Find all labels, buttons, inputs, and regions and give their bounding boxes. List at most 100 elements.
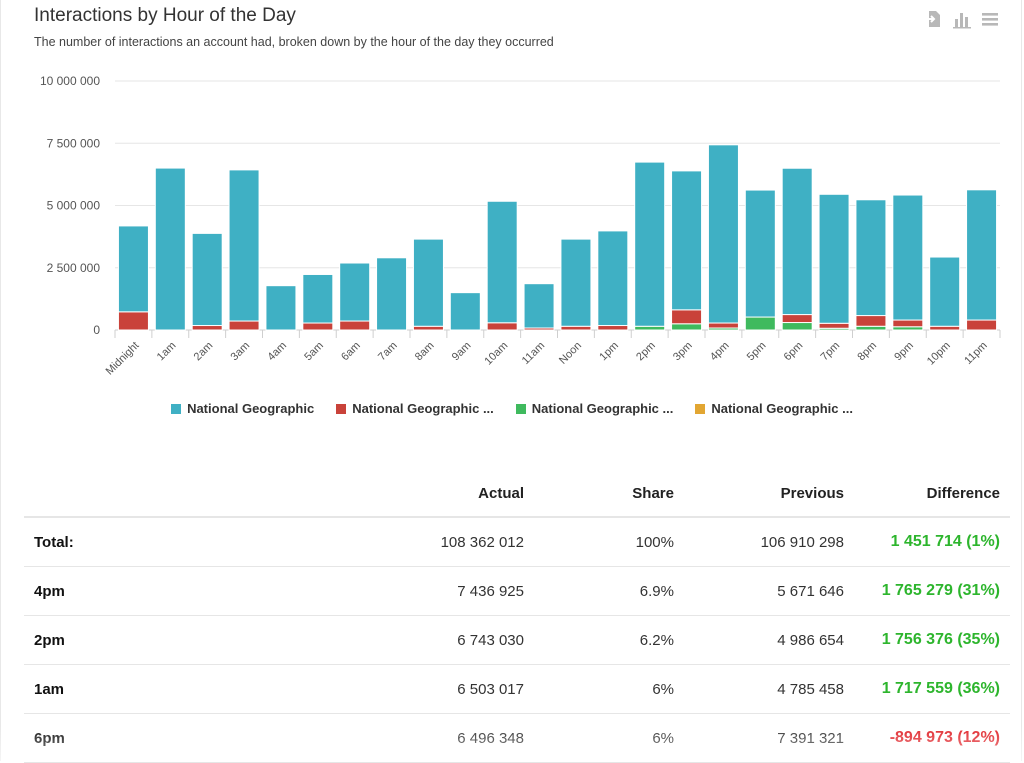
bar-segment: [855, 325, 887, 331]
legend-label: National Geographic ...: [531, 401, 674, 416]
share-cell: 6%: [534, 664, 684, 714]
y-tick-label: 5 000 000: [47, 199, 101, 213]
bar-segment: [560, 325, 592, 331]
menu-icon[interactable]: [980, 9, 1000, 29]
bar-segment: [117, 225, 149, 313]
share-cell: 6%: [534, 713, 684, 763]
bar-segment: [929, 256, 961, 327]
x-tick-label: 7pm: [819, 340, 843, 364]
bar-segment: [744, 189, 776, 318]
bar-segment: [154, 167, 186, 331]
row-label: 6pm: [24, 713, 134, 763]
x-tick-label: 4am: [265, 340, 289, 364]
previous-cell: 7 391 321: [684, 713, 854, 763]
chart-title: Interactions by Hour of the Day: [34, 5, 296, 26]
bar-segment: [855, 199, 887, 317]
previous-cell: 5 671 646: [684, 566, 854, 616]
bar-segment: [671, 323, 703, 331]
bar-segment: [228, 320, 260, 331]
x-tick-label: Midnight: [104, 340, 142, 378]
bar-segment: [412, 325, 444, 331]
chart-subtitle: The number of interactions an account ha…: [34, 35, 554, 49]
bar-segment: [597, 325, 629, 331]
row-label: 1am: [24, 664, 134, 714]
legend-swatch: [515, 403, 526, 414]
bar-segment: [302, 273, 334, 324]
legend-item[interactable]: National Geographic: [171, 401, 314, 416]
x-tick-label: 3am: [229, 340, 253, 364]
x-tick-label: 1am: [155, 340, 179, 364]
export-icon[interactable]: [924, 9, 944, 29]
x-tick-label: 8am: [413, 340, 437, 364]
legend-label: National Geographic ...: [352, 401, 494, 416]
bar-segment: [265, 285, 297, 331]
header-label: [24, 470, 134, 518]
x-tick-label: 11am: [520, 340, 547, 367]
x-tick-label: 10pm: [925, 340, 953, 368]
row-label: 2pm: [24, 615, 134, 665]
bar-segment: [707, 322, 739, 329]
previous-cell: 4 785 458: [684, 664, 854, 714]
legend-label: National Geographic ...: [711, 401, 853, 416]
bar-segment: [966, 319, 998, 331]
x-tick-label: Noon: [557, 340, 584, 367]
bar-segment: [671, 309, 703, 325]
bar-segment: [191, 325, 223, 331]
chart-type-icon[interactable]: [952, 9, 972, 29]
x-tick-label: 2am: [192, 340, 216, 364]
x-tick-label: 10am: [482, 340, 510, 368]
chart-toolbar: [924, 9, 1000, 29]
x-tick-label: 9pm: [892, 340, 916, 364]
x-tick-label: 9am: [450, 340, 474, 364]
bar-segment: [966, 189, 998, 321]
share-cell: 100%: [534, 517, 684, 567]
x-tick-label: 2pm: [634, 340, 658, 364]
bar-segment: [892, 319, 924, 328]
bar-segment: [339, 262, 371, 322]
bar-segment: [228, 169, 260, 322]
x-tick-label: 11pm: [962, 340, 989, 367]
row-label: 4pm: [24, 566, 134, 616]
row-label: Total:: [24, 517, 134, 567]
summary-table: Actual Share Previous Difference Total: 1…: [24, 470, 1010, 763]
y-tick-label: 7 500 000: [47, 136, 101, 150]
legend-swatch: [336, 403, 347, 414]
actual-cell: 6 496 348: [134, 713, 534, 763]
legend-item[interactable]: National Geographic ...: [695, 401, 853, 416]
table-row: Total: 108 362 012 100% 106 910 298 1 451 71…: [24, 517, 1010, 567]
x-tick-label: 3pm: [671, 340, 695, 364]
bar-segment: [191, 232, 223, 327]
bar-segment: [781, 314, 813, 324]
bar-segment: [818, 193, 850, 324]
actual-cell: 6 743 030: [134, 615, 534, 665]
table-row: 1am 6 503 017 6% 4 785 458 1 717 559 (36%): [24, 664, 1010, 714]
share-cell: 6.9%: [534, 566, 684, 616]
table-row: 4pm 7 436 925 6.9% 5 671 646 1 765 279 (31%): [24, 566, 1010, 616]
header-actual: Actual: [134, 470, 534, 518]
chart-legend: National Geographic National Geographic .…: [0, 401, 1024, 416]
difference-cell: 1 756 376 (35%): [854, 615, 1010, 665]
bar-segment: [560, 238, 592, 327]
bar-segment: [818, 322, 850, 329]
table-row: 6pm 6 496 348 6% 7 391 321 -894 973 (12%): [24, 713, 1010, 763]
x-tick-label: 4pm: [708, 340, 732, 364]
x-tick-label: 5am: [302, 340, 326, 364]
difference-cell: 1 717 559 (36%): [854, 664, 1010, 714]
stacked-bar-chart: 0 2 500 000 5 000 000 7 500 000 10 000 000 Mi…: [40, 74, 1001, 378]
legend-swatch: [695, 403, 706, 414]
bar-segment: [597, 230, 629, 327]
y-tick-label: 0: [93, 323, 100, 337]
bar-segment: [376, 257, 408, 331]
bar-segment: [671, 170, 703, 311]
bar-segment: [892, 194, 924, 321]
x-tick-label: 8pm: [855, 340, 879, 364]
legend-item[interactable]: National Geographic ...: [515, 401, 674, 416]
difference-cell: 1 765 279 (31%): [854, 566, 1010, 616]
legend-swatch: [171, 403, 182, 414]
bar-segment: [117, 311, 149, 331]
x-tick-label: 5pm: [745, 340, 769, 364]
bar-segment: [486, 322, 518, 331]
actual-cell: 6 503 017: [134, 664, 534, 714]
legend-item[interactable]: National Geographic ...: [336, 401, 494, 416]
